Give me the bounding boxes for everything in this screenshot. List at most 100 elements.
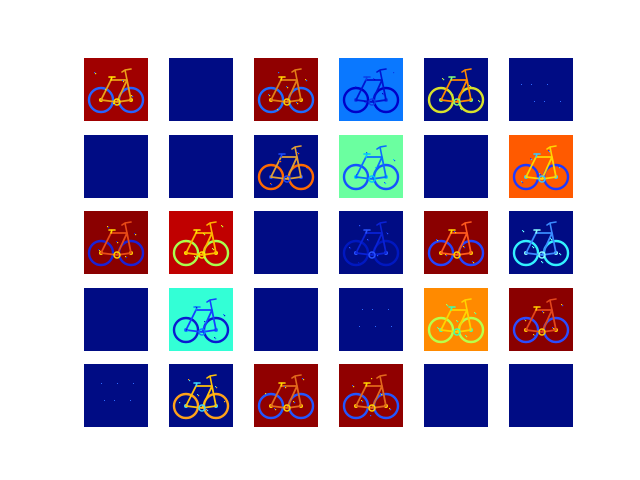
tile-image — [424, 287, 488, 351]
tile-image — [339, 58, 403, 121]
image-tile — [254, 58, 318, 121]
bicycle-silhouette — [172, 374, 230, 420]
image-tile — [254, 211, 318, 274]
image-tile — [84, 134, 148, 198]
noise-speck — [359, 325, 360, 327]
tile-image — [84, 364, 148, 427]
tile-image — [84, 211, 148, 274]
tile-image — [84, 134, 148, 198]
image-tile — [169, 364, 233, 427]
noise-speck — [101, 383, 102, 384]
image-tile — [339, 58, 403, 121]
noise-speck — [534, 101, 535, 102]
image-tile — [339, 134, 403, 198]
bicycle-silhouette — [342, 68, 400, 114]
bicycle-silhouette — [257, 68, 315, 114]
tile-image — [254, 58, 318, 121]
tile-background — [254, 211, 318, 274]
image-tile — [424, 211, 488, 274]
tile-background — [509, 58, 573, 121]
image-tile — [84, 287, 148, 351]
tile-background — [84, 364, 148, 427]
image-tile — [169, 58, 233, 121]
image-tile — [509, 364, 573, 427]
noise-speck — [547, 84, 548, 85]
image-tile — [169, 287, 233, 351]
noise-speck — [521, 84, 522, 85]
noise-speck — [133, 383, 134, 384]
tile-image — [254, 364, 318, 427]
image-tile — [424, 58, 488, 121]
bicycle-silhouette — [342, 144, 400, 190]
bicycle-silhouette — [427, 68, 485, 114]
image-tile — [339, 364, 403, 427]
image-tile — [254, 134, 318, 198]
tile-background — [254, 287, 318, 351]
noise-speck — [388, 308, 389, 310]
bicycle-silhouette — [512, 297, 570, 343]
tile-image — [84, 58, 148, 121]
noise-speck — [117, 383, 118, 384]
bicycle-silhouette — [427, 297, 485, 343]
bicycle-silhouette — [427, 221, 485, 267]
tile-image — [509, 134, 573, 198]
image-tile — [254, 364, 318, 427]
tile-image — [509, 211, 573, 274]
tile-image — [509, 287, 573, 351]
bicycle-silhouette — [87, 221, 145, 267]
bicycle-silhouette — [512, 144, 570, 190]
noise-speck — [391, 325, 392, 327]
tile-background — [509, 364, 573, 427]
tile-image — [169, 287, 233, 351]
image-tile — [509, 134, 573, 198]
noise-speck — [130, 400, 131, 401]
tile-image — [339, 364, 403, 427]
bicycle-silhouette — [172, 297, 230, 343]
image-tile — [84, 58, 148, 121]
bicycle-silhouette — [342, 221, 400, 267]
noise-speck — [544, 101, 545, 102]
image-tile — [509, 287, 573, 351]
tile-background — [424, 364, 488, 427]
tile-image — [339, 211, 403, 274]
noise-speck — [362, 308, 363, 310]
tile-image — [254, 287, 318, 351]
image-tile — [169, 134, 233, 198]
tile-background — [84, 287, 148, 351]
image-tile — [424, 287, 488, 351]
tile-image — [169, 364, 233, 427]
tile-image — [424, 58, 488, 121]
image-tile — [339, 287, 403, 351]
image-tile — [509, 58, 573, 121]
tile-background — [339, 287, 403, 351]
tile-image — [169, 58, 233, 121]
noise-speck — [104, 400, 105, 401]
tile-image — [254, 211, 318, 274]
bicycle-silhouette — [257, 374, 315, 420]
tile-background — [169, 58, 233, 121]
bicycle-silhouette — [87, 68, 145, 114]
image-tile — [509, 211, 573, 274]
tile-image — [424, 134, 488, 198]
tile-image — [424, 364, 488, 427]
tile-image — [169, 211, 233, 274]
tile-image — [339, 134, 403, 198]
tile-image — [169, 134, 233, 198]
tile-background — [169, 134, 233, 198]
tile-image — [509, 58, 573, 121]
tile-image — [339, 287, 403, 351]
image-tile — [254, 287, 318, 351]
bicycle-silhouette — [172, 221, 230, 267]
bicycle-silhouette — [342, 374, 400, 420]
tile-image — [424, 211, 488, 274]
tile-image — [84, 287, 148, 351]
noise-speck — [375, 325, 376, 327]
image-tile — [424, 364, 488, 427]
image-tile — [339, 211, 403, 274]
tile-image — [509, 364, 573, 427]
bicycle-silhouette — [512, 221, 570, 267]
image-tile — [169, 211, 233, 274]
noise-speck — [560, 101, 561, 102]
image-tile — [84, 211, 148, 274]
